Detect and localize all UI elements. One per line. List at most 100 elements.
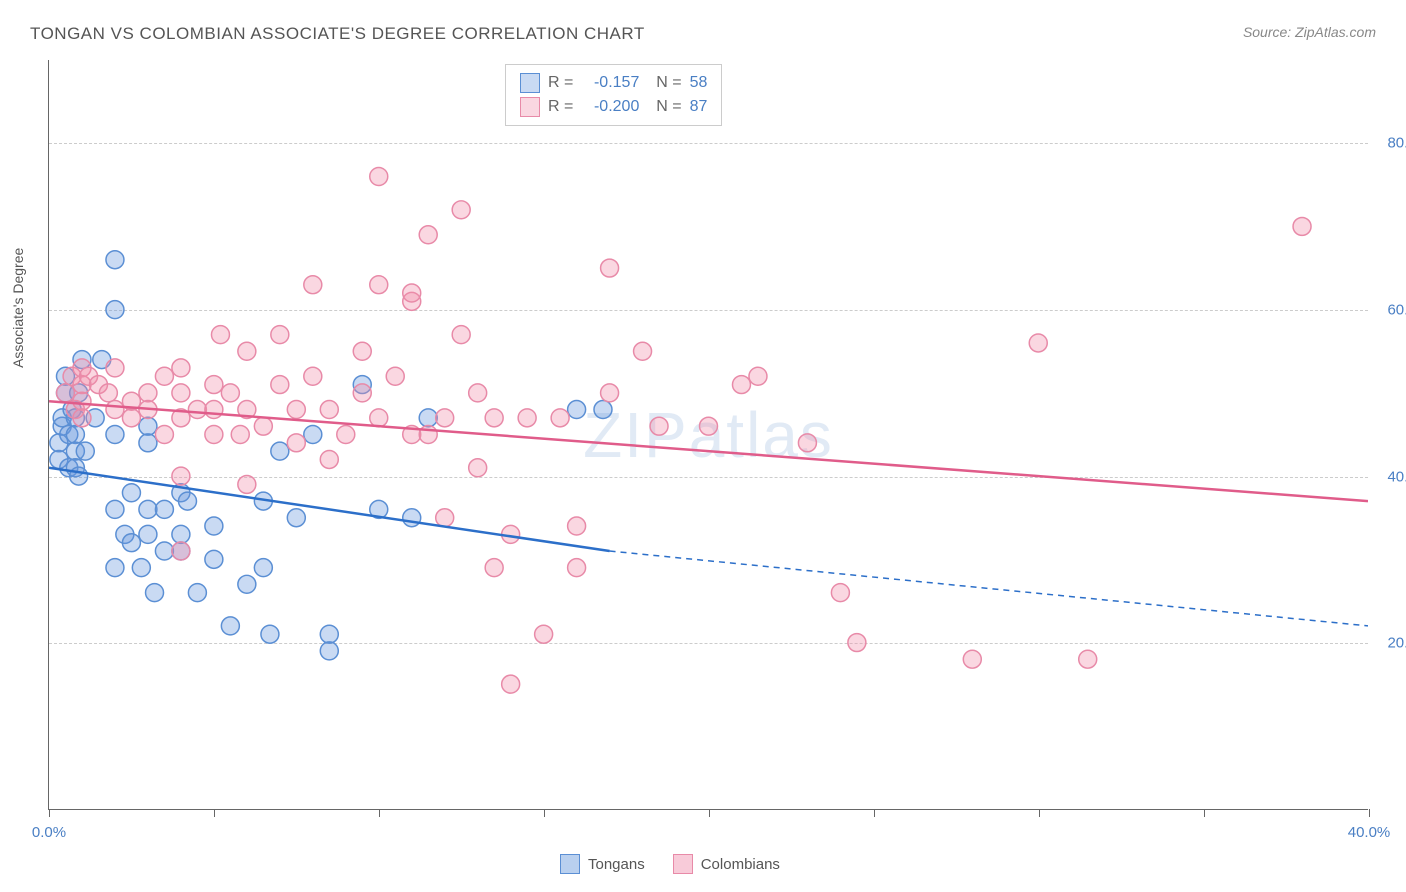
scatter-point	[155, 542, 173, 560]
scatter-point	[238, 475, 256, 493]
y-tick-label: 40.0%	[1387, 468, 1406, 485]
scatter-point	[370, 168, 388, 186]
scatter-point	[732, 376, 750, 394]
scatter-point	[353, 384, 371, 402]
scatter-point	[106, 401, 124, 419]
scatter-point	[155, 367, 173, 385]
x-tick	[49, 809, 50, 817]
scatter-point	[70, 467, 88, 485]
legend-n-label: N =	[647, 98, 681, 116]
scatter-point	[188, 584, 206, 602]
scatter-point	[452, 326, 470, 344]
legend-correlation-row: R = -0.200 N = 87	[520, 95, 707, 119]
scatter-point	[337, 426, 355, 444]
legend-r-label: R =	[548, 98, 573, 116]
scatter-point	[700, 417, 718, 435]
scatter-point	[320, 625, 338, 643]
regression-line-dashed	[610, 551, 1368, 626]
scatter-point	[304, 426, 322, 444]
scatter-point	[386, 367, 404, 385]
legend-series-item: Colombians	[673, 854, 780, 874]
scatter-point	[172, 359, 190, 377]
scatter-point	[353, 342, 371, 360]
scatter-point	[172, 525, 190, 543]
scatter-point	[419, 409, 437, 427]
scatter-point	[320, 450, 338, 468]
scatter-point	[271, 442, 289, 460]
chart-title: TONGAN VS COLOMBIAN ASSOCIATE'S DEGREE C…	[30, 24, 645, 44]
scatter-point	[419, 226, 437, 244]
scatter-point	[271, 376, 289, 394]
scatter-point	[485, 409, 503, 427]
scatter-point	[205, 550, 223, 568]
scatter-point	[106, 500, 124, 518]
scatter-point	[1079, 650, 1097, 668]
x-tick-label: 0.0%	[32, 824, 66, 841]
scatter-point	[56, 384, 74, 402]
legend-swatch	[673, 854, 693, 874]
scatter-point	[568, 517, 586, 535]
scatter-point	[848, 634, 866, 652]
x-tick	[214, 809, 215, 817]
scatter-point	[139, 384, 157, 402]
scatter-point	[287, 509, 305, 527]
scatter-point	[139, 525, 157, 543]
plot-area: ZIPatlas 20.0%40.0%60.0%80.0%0.0%40.0%	[48, 60, 1368, 810]
scatter-point	[205, 426, 223, 444]
legend-n-label: N =	[647, 74, 681, 92]
scatter-point	[205, 517, 223, 535]
scatter-point	[568, 401, 586, 419]
scatter-point	[403, 284, 421, 302]
scatter-point	[122, 534, 140, 552]
scatter-point	[594, 401, 612, 419]
legend-n-value: 87	[690, 98, 708, 116]
chart-container: TONGAN VS COLOMBIAN ASSOCIATE'S DEGREE C…	[0, 0, 1406, 892]
scatter-point	[155, 500, 173, 518]
scatter-point	[370, 409, 388, 427]
y-tick-label: 20.0%	[1387, 635, 1406, 652]
scatter-point	[1029, 334, 1047, 352]
scatter-point	[205, 376, 223, 394]
scatter-point	[304, 367, 322, 385]
scatter-point	[231, 426, 249, 444]
scatter-point	[271, 326, 289, 344]
scatter-point	[106, 251, 124, 269]
scatter-point	[320, 401, 338, 419]
scatter-point	[139, 417, 157, 435]
scatter-point	[650, 417, 668, 435]
scatter-point	[172, 542, 190, 560]
scatter-point	[238, 342, 256, 360]
legend-r-label: R =	[548, 74, 573, 92]
scatter-point	[287, 434, 305, 452]
scatter-point	[132, 559, 150, 577]
scatter-point	[122, 484, 140, 502]
scatter-point	[172, 384, 190, 402]
scatter-point	[221, 384, 239, 402]
x-tick	[1369, 809, 1370, 817]
x-tick	[379, 809, 380, 817]
x-tick	[544, 809, 545, 817]
y-tick-label: 60.0%	[1387, 302, 1406, 319]
scatter-point	[436, 409, 454, 427]
legend-n-value: 58	[690, 74, 708, 92]
scatter-point	[551, 409, 569, 427]
scatter-point	[831, 584, 849, 602]
scatter-point	[261, 625, 279, 643]
x-tick	[1039, 809, 1040, 817]
scatter-point	[205, 401, 223, 419]
scatter-point	[76, 442, 94, 460]
scatter-point	[146, 584, 164, 602]
scatter-point	[106, 559, 124, 577]
scatter-point	[568, 559, 586, 577]
scatter-point	[469, 459, 487, 477]
legend-series-label: Colombians	[701, 856, 780, 873]
x-tick	[709, 809, 710, 817]
legend-r-value: -0.200	[581, 98, 639, 116]
scatter-point	[370, 276, 388, 294]
scatter-point	[139, 434, 157, 452]
legend-series: TongansColombians	[560, 854, 780, 874]
legend-swatch	[520, 73, 540, 93]
scatter-point	[172, 467, 190, 485]
scatter-point	[469, 384, 487, 402]
scatter-point	[601, 259, 619, 277]
